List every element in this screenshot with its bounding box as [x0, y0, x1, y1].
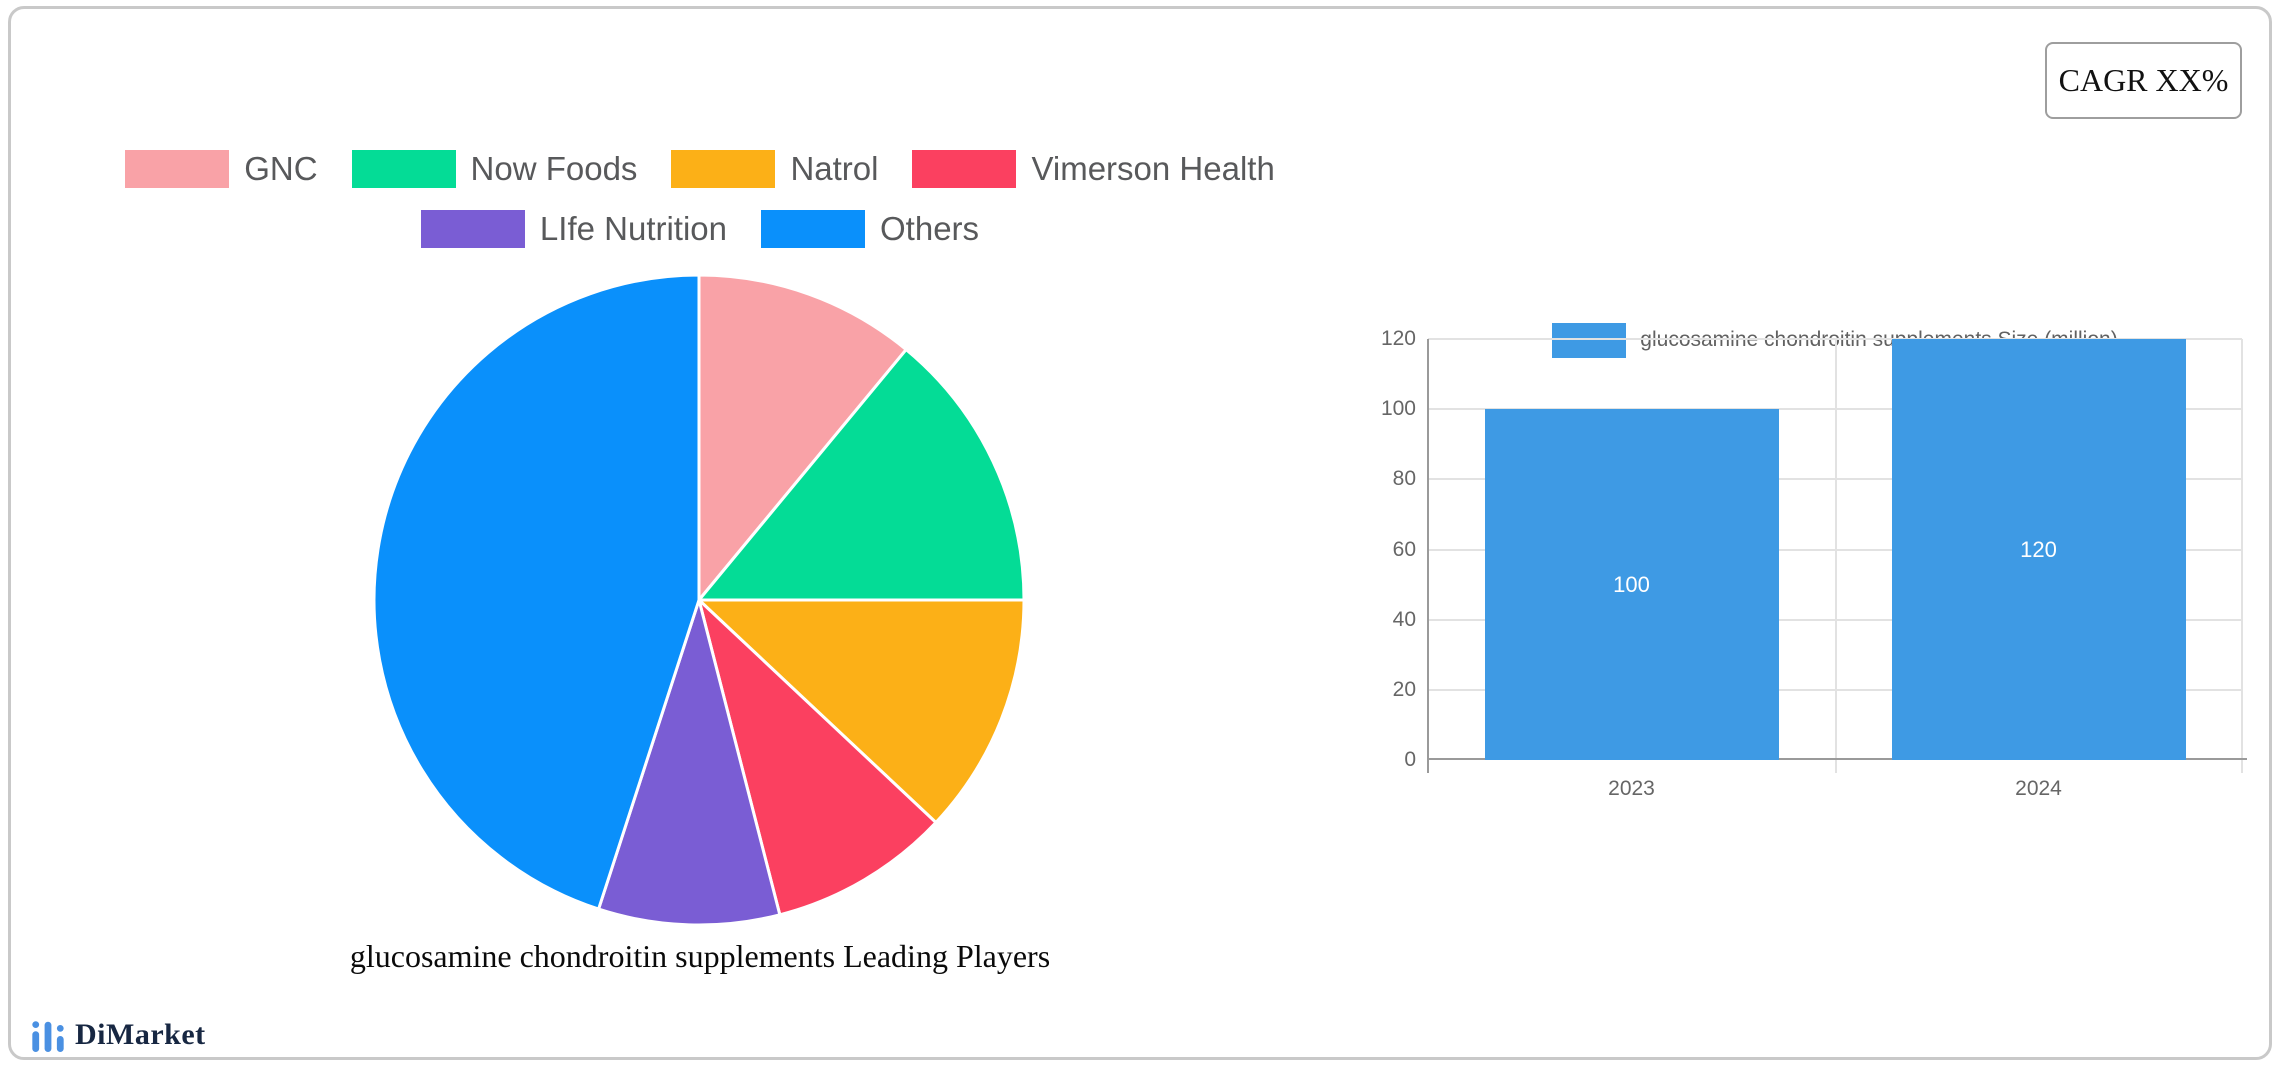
- x-tick-label-2023: 2023: [1608, 777, 1655, 800]
- pie-slice-gnc: [697, 273, 908, 602]
- y-tick-label-100: 100: [1380, 397, 1416, 421]
- y-axis-line: [1427, 339, 1429, 773]
- dimarket-logo-text: DiMarket: [75, 1018, 206, 1051]
- legend-swatch: [671, 150, 776, 188]
- legend-label: Vimerson Health: [1031, 150, 1275, 187]
- bar-x-axis: 2023 2024: [1428, 777, 2242, 807]
- legend-label: GNC: [244, 150, 318, 187]
- legend-swatch: [125, 150, 230, 188]
- legend-swatch: [761, 210, 866, 248]
- pie-slice-others: [372, 273, 701, 911]
- pie-slice-vimerson-health: [697, 598, 938, 917]
- legend-label: LIfe Nutrition: [539, 210, 728, 247]
- bar-legend-swatch: [1552, 322, 1627, 358]
- legend-item-gnc: GNC: [125, 150, 318, 188]
- bar-chart-logo-icon: [32, 1021, 64, 1052]
- y-tick-label-80: 80: [1392, 467, 1416, 491]
- pie-legend-row: LIfe Nutrition Others: [0, 207, 1400, 251]
- bar-value-label: 100: [1613, 571, 1650, 597]
- legend-item-others: Others: [761, 210, 979, 248]
- legend-item-natrol: Natrol: [671, 150, 878, 188]
- gridline-v-1: [2241, 339, 2243, 773]
- legend-item-now-foods: Now Foods: [351, 150, 638, 188]
- y-tick-label-120: 120: [1380, 327, 1416, 350]
- gridline-v-0: [1835, 339, 1837, 773]
- pie-slice-natrol: [697, 598, 1026, 824]
- pie-legend-row: GNC Now Foods Natrol Vimerson Health: [0, 147, 1400, 191]
- cagr-badge: CAGR XX%: [2045, 42, 2242, 119]
- y-tick-label-60: 60: [1392, 537, 1416, 561]
- legend-item-life-nutrition: LIfe Nutrition: [420, 210, 728, 248]
- x-tick-label-2024: 2024: [2015, 777, 2062, 800]
- legend-item-vimerson-health: Vimerson Health: [912, 150, 1275, 188]
- pie-chart-title: glucosamine chondroitin supplements Lead…: [349, 938, 1051, 974]
- bar-value-label: 120: [2020, 536, 2057, 562]
- legend-swatch: [351, 150, 456, 188]
- y-tick-label-0: 0: [1404, 748, 1416, 771]
- x-axis-line: [1427, 758, 2247, 760]
- pie-slice-now-foods: [697, 348, 1026, 602]
- y-tick-label-20: 20: [1392, 677, 1416, 701]
- y-tick-label-40: 40: [1392, 607, 1416, 631]
- legend-label: Others: [880, 210, 980, 247]
- legend-label: Now Foods: [470, 150, 638, 187]
- bar-2024: [1891, 339, 2186, 760]
- pie-slice-life-nutrition: [597, 598, 782, 927]
- legend-swatch: [912, 150, 1017, 188]
- legend-label: Natrol: [790, 150, 879, 187]
- bar-2023: [1484, 409, 1779, 760]
- bar-chart-plot-area: 100 120: [1427, 338, 2247, 773]
- dimarket-logo: DiMarket: [31, 1016, 206, 1054]
- pie-chart: [372, 273, 1026, 927]
- legend-swatch: [420, 210, 525, 248]
- cagr-label: CAGR XX%: [2058, 62, 2229, 98]
- bar-y-axis: 0 20 40 60 80 100 120: [1316, 327, 1416, 771]
